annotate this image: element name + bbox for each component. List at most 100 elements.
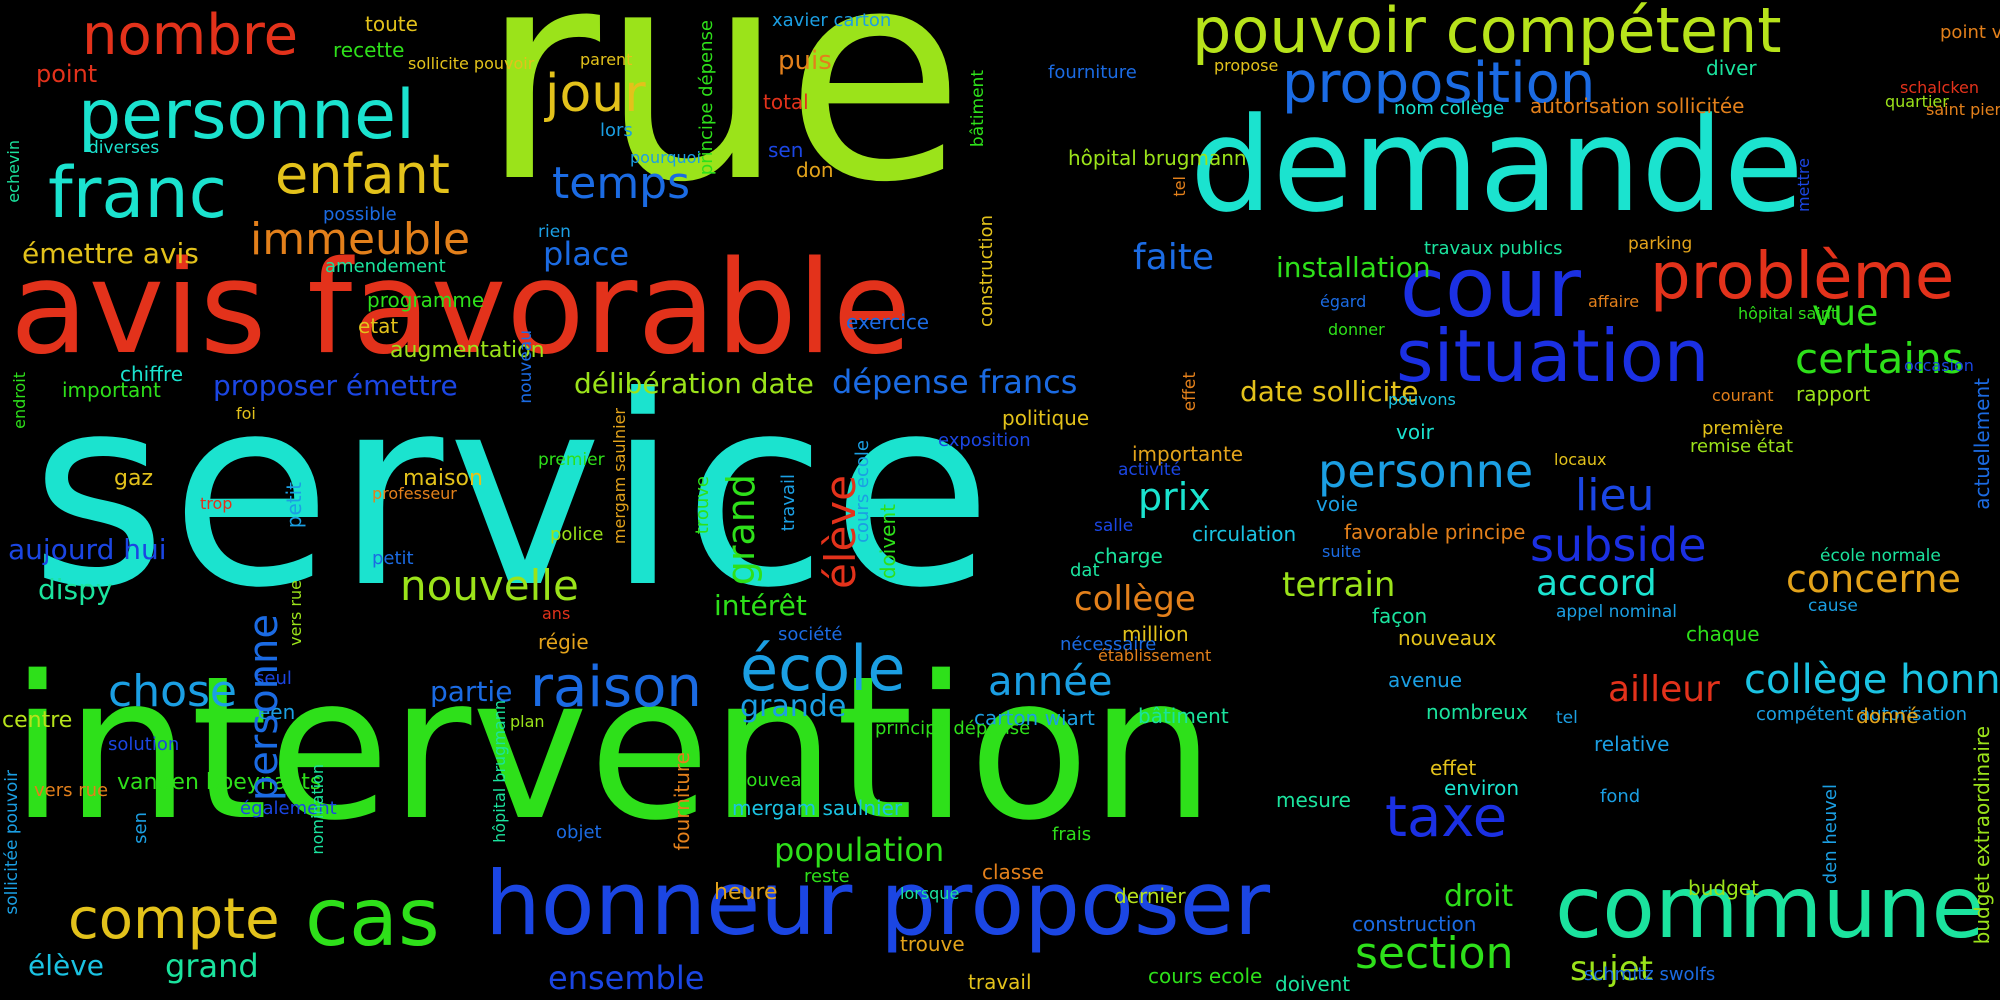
word-resultat: donné xyxy=(1856,704,1919,728)
word-probleme: problème xyxy=(1650,240,1955,314)
word-recette: droit xyxy=(1444,879,1514,914)
word-augmentation: amendement xyxy=(325,256,446,277)
word-mettre: mettre xyxy=(1794,158,1813,213)
word-nouveau: nouveau xyxy=(516,330,536,404)
word-donner: carton wiart xyxy=(974,706,1095,730)
word-hopital-saint: suite xyxy=(1322,542,1362,561)
word-college-honneur: année xyxy=(988,659,1113,705)
word-honneur-proposer: honneur proposer xyxy=(485,852,1271,955)
word-chiffre: programme xyxy=(367,288,485,312)
word-immeuble: immeuble xyxy=(250,214,471,265)
word-exercice: total xyxy=(763,90,809,114)
word-public: relative xyxy=(1594,732,1670,756)
word-activite: reste xyxy=(804,866,850,887)
word-moyen: remise état xyxy=(1690,436,1794,457)
word-environ: exposition xyxy=(938,430,1031,451)
word-ailleur: sujet xyxy=(1570,949,1653,989)
word-rue: rue xyxy=(480,0,965,246)
word-mergam-saulnier: mergam saulnier xyxy=(610,408,629,545)
word-important: etat xyxy=(358,314,399,338)
word-prix: vue xyxy=(1812,293,1879,334)
word-saint-pierre: avenue xyxy=(1388,668,1463,692)
word-somme-francs: parking xyxy=(1628,234,1693,254)
word-mois: budget xyxy=(1688,876,1759,900)
word-intervention: intervention xyxy=(10,633,1216,864)
word-cours-ecole: cours ecole xyxy=(852,440,873,543)
word-lieu: personne xyxy=(1318,444,1534,498)
word-dernier: fourniture xyxy=(1048,62,1137,83)
word-schalcken: effet xyxy=(1430,756,1477,780)
word-lorsque: ans xyxy=(542,604,571,623)
word-frais: hôpital brugmann xyxy=(1068,146,1247,170)
word-vanden-boeynants: seul xyxy=(255,668,292,689)
word-parking: nouveaux xyxy=(1398,626,1497,650)
word-police: lors xyxy=(600,120,633,141)
word-facon: circulation xyxy=(1192,522,1297,546)
word-een: trop xyxy=(200,494,233,513)
word-accord: faite xyxy=(1133,237,1214,278)
word-parent: solution xyxy=(108,734,180,755)
word-trop: important xyxy=(62,378,161,402)
word-point: partie xyxy=(430,675,513,708)
word-installation: délibération date xyxy=(574,367,814,400)
word-societe: rien xyxy=(538,222,571,242)
word-terrain: collège xyxy=(1074,579,1196,619)
word-ensemble: dispy xyxy=(38,573,113,606)
word-personnel: personnel xyxy=(78,76,415,155)
word-heure: régie xyxy=(538,630,589,654)
word-competent-autorisation: diver xyxy=(1706,56,1757,80)
word-commune: commune xyxy=(1555,858,1985,958)
word-cause: nom collège xyxy=(1394,98,1505,119)
word-travaux-publics: bâtiment xyxy=(1138,704,1229,728)
word-budget-extraordinaire: budget extraordinaire xyxy=(1970,726,1994,945)
word-exemple: hôpital saint xyxy=(1738,304,1838,323)
word-xavier-carton: centre xyxy=(2,708,73,733)
word-avis-favorable: avis favorable xyxy=(10,234,912,383)
word-emettre-avis: dépense francs xyxy=(832,363,1078,401)
word-date-sollicite: proposer émettre xyxy=(213,369,458,402)
word-hopital-brugmann: hôpital brugmann xyxy=(490,700,509,843)
word-nom-college: frais xyxy=(1052,824,1092,845)
word-fourniture: fourniture xyxy=(670,752,694,851)
word-occasion: favorable principe xyxy=(1344,520,1526,544)
word-temps: temps xyxy=(552,158,691,209)
word-enfant: enfant xyxy=(275,143,450,206)
word-college: accord xyxy=(1536,563,1657,604)
word-situation: situation xyxy=(1396,314,1710,398)
word-pouvons: établissement xyxy=(1098,646,1212,665)
word-appel-nominal: autorisation sollicitée xyxy=(1530,94,1745,118)
word-maison: foi xyxy=(236,404,256,423)
word-objet: police xyxy=(550,524,604,545)
word-nomination: nomination xyxy=(308,764,327,855)
word-politique: nouveau xyxy=(735,770,813,791)
word-suivant: occasion xyxy=(1904,356,1974,375)
word-demande: demande xyxy=(1190,89,1804,241)
word-deliberation-date: ensemble xyxy=(548,959,705,997)
word-premiere: pouvons xyxy=(1388,390,1456,409)
word-endroit: endroit xyxy=(10,372,29,429)
word-nombre: nombre xyxy=(82,3,299,68)
word-mesure: politique xyxy=(1002,406,1090,430)
word-habitant: locaux xyxy=(1554,450,1607,469)
word-moment: chaque xyxy=(1686,622,1760,646)
word-depense-francs: grand xyxy=(165,947,259,985)
word-voir: million xyxy=(1122,622,1189,646)
word-regie: pourquoi xyxy=(630,148,701,167)
word-service: service xyxy=(30,340,997,645)
word-taxe: taxe xyxy=(1385,785,1508,850)
word-remise-etat: donner xyxy=(1328,320,1385,339)
word-faite: prix xyxy=(1138,475,1211,519)
word-discussion: école normale xyxy=(1820,546,1941,566)
word-centre: maison xyxy=(403,466,483,491)
word-affaire: façon xyxy=(1372,604,1428,628)
word-rapport: voir xyxy=(1396,420,1434,444)
word-compte: compte xyxy=(68,887,280,952)
word-batiment: bâtiment xyxy=(968,70,988,148)
word-nouveaux: salle xyxy=(1094,516,1134,536)
word-annee: lieu xyxy=(1575,470,1655,521)
word-principe-depense: principe dépense xyxy=(696,20,717,176)
word-seulement: cause xyxy=(1808,596,1858,616)
word-examen: tel xyxy=(1556,708,1578,728)
word-diverses: toute xyxy=(365,12,418,36)
word-doivent: doivent xyxy=(876,504,900,580)
